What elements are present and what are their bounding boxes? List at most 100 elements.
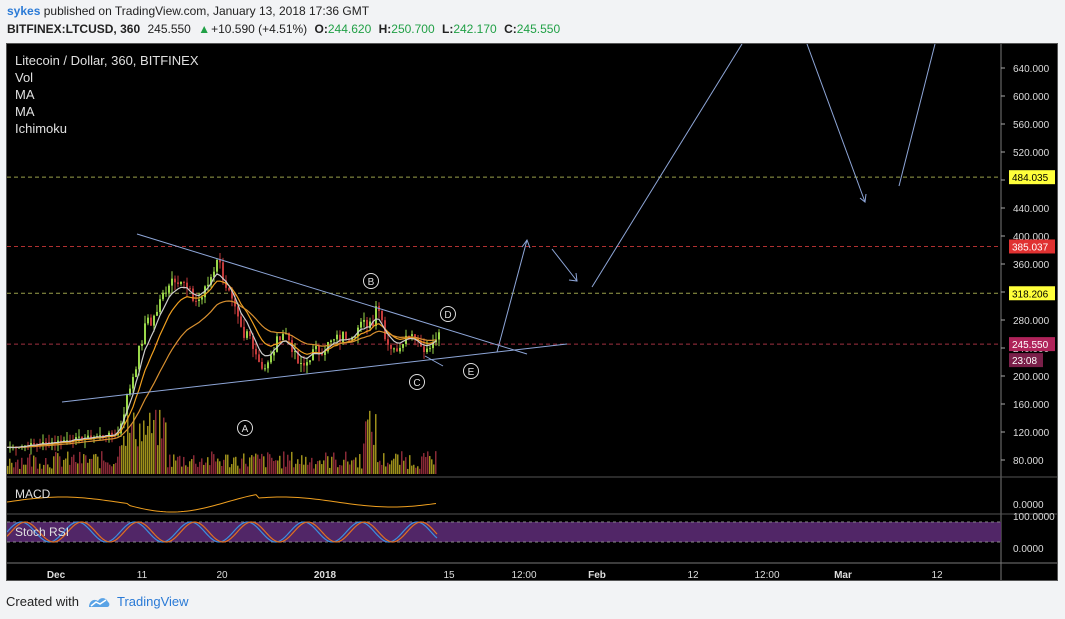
price-badge — [1009, 353, 1043, 368]
candle-body — [222, 262, 224, 281]
candle-body — [312, 349, 314, 361]
chart-canvas[interactable]: 640.000600.000560.000520.000480.000440.0… — [7, 44, 1058, 581]
volume-bar — [155, 409, 157, 474]
volume-bar — [345, 451, 347, 474]
volume-bar — [85, 455, 87, 474]
candle-body — [381, 310, 383, 321]
high-value: 250.700 — [391, 22, 435, 36]
candle-body — [366, 319, 368, 329]
price-tick-label: 120.000 — [1013, 428, 1050, 439]
volume-bar — [231, 464, 233, 474]
low-label: L: — [442, 22, 454, 36]
volume-bar — [395, 453, 397, 474]
volume-bar — [169, 454, 171, 474]
time-tick-label: 12 — [687, 570, 699, 581]
change-up-icon: ▲ — [198, 22, 211, 36]
volume-bar — [73, 454, 75, 474]
candle-body — [390, 344, 392, 349]
legend-vol[interactable]: Vol — [15, 70, 34, 85]
candle-body — [45, 442, 47, 444]
candle-body — [336, 334, 338, 340]
price-badge — [1009, 239, 1055, 254]
volume-bar — [125, 445, 127, 474]
candle-body — [147, 317, 149, 324]
volume-bar — [45, 458, 47, 474]
stoch-rsi-label[interactable]: Stoch RSI — [15, 525, 70, 539]
wave-label-circle — [409, 374, 425, 390]
time-tick-label: 20 — [216, 570, 228, 581]
volume-bar — [159, 409, 161, 474]
volume-bar — [413, 464, 415, 474]
candle-body — [267, 362, 269, 369]
candle-body — [90, 435, 92, 439]
volume-bar — [177, 456, 179, 474]
candle-body — [156, 311, 158, 316]
candle-body — [171, 278, 173, 286]
volume-bar — [223, 459, 225, 474]
candle-body — [429, 348, 431, 350]
tradingview-logo-icon — [88, 597, 110, 607]
volume-bar — [63, 459, 65, 474]
price-badge — [1009, 337, 1055, 352]
volume-bar — [241, 458, 243, 474]
author-link[interactable]: sykes — [7, 4, 41, 18]
volume-bar — [409, 455, 411, 474]
volume-bar — [363, 443, 365, 474]
tradingview-link[interactable]: TradingView — [116, 594, 189, 609]
candle-body — [423, 346, 425, 353]
volume-bar — [273, 460, 275, 474]
volume-bar — [325, 452, 327, 474]
candle-body — [183, 281, 185, 283]
price-tick-label: 200.000 — [1013, 372, 1050, 383]
candle-body — [387, 339, 389, 345]
volume-bar — [77, 463, 79, 474]
volume-bar — [83, 454, 85, 474]
macd-label[interactable]: MACD — [15, 487, 51, 501]
volume-bar — [49, 467, 51, 474]
chart-area[interactable]: 640.000600.000560.000520.000480.000440.0… — [6, 43, 1058, 581]
candle-body — [177, 282, 179, 284]
volume-bar — [341, 465, 343, 474]
candle-body — [432, 342, 434, 349]
candle-body — [414, 334, 416, 339]
volume-bar — [185, 465, 187, 474]
volume-bar — [275, 460, 277, 474]
volume-bar — [47, 464, 49, 474]
volume-bar — [109, 464, 111, 474]
legend-ma-2[interactable]: MA — [15, 104, 35, 119]
volume-bar — [191, 459, 193, 474]
volume-bar — [107, 462, 109, 474]
legend-title[interactable]: Litecoin / Dollar, 360, BITFINEX — [15, 53, 199, 68]
volume-bar — [43, 464, 45, 474]
volume-bar — [213, 454, 215, 474]
volume-bar — [267, 452, 269, 474]
volume-bar — [431, 459, 433, 474]
legend-ma-1[interactable]: MA — [15, 87, 35, 102]
volume-bar — [151, 433, 153, 474]
volume-bar — [141, 441, 143, 474]
price-badge-label: 484.035 — [1012, 173, 1049, 184]
price-tick-label: 400.000 — [1013, 232, 1050, 243]
candle-body — [396, 348, 398, 352]
price-tick-label: 360.000 — [1013, 260, 1050, 271]
volume-bar — [435, 451, 437, 474]
volume-bar — [41, 468, 43, 474]
volume-bar — [399, 464, 401, 474]
volume-bar — [381, 464, 383, 474]
volume-bar — [179, 455, 181, 474]
candle-body — [297, 351, 299, 364]
volume-bar — [347, 461, 349, 474]
volume-bar — [121, 445, 123, 474]
volume-bar — [89, 458, 91, 474]
candle-body — [393, 348, 395, 350]
candle-body — [129, 388, 131, 395]
volume-bar — [35, 457, 37, 474]
legend-ichimoku[interactable]: Ichimoku — [15, 121, 68, 136]
candle-body — [135, 369, 137, 378]
arrowhead — [859, 193, 867, 203]
volume-bar — [257, 454, 259, 474]
volume-bar — [11, 462, 13, 474]
volume-bar — [393, 458, 395, 474]
volume-bar — [379, 460, 381, 474]
candle-body — [210, 277, 212, 285]
